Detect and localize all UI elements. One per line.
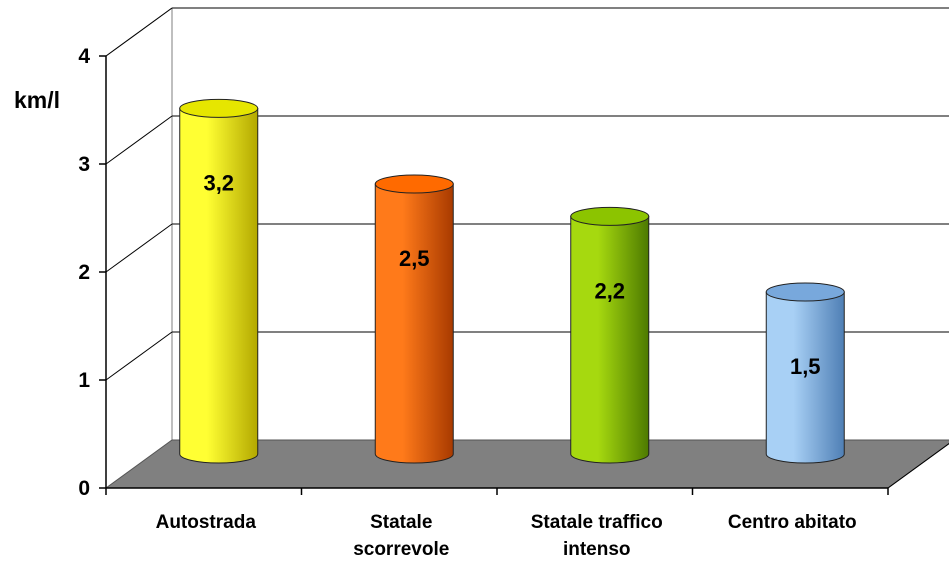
y-tick-label: 0 bbox=[78, 477, 90, 500]
data-label: 3,2 bbox=[203, 170, 234, 195]
x-tick-label: Statale traffico bbox=[531, 512, 663, 533]
y-tick-label: 4 bbox=[78, 45, 90, 68]
bar bbox=[570, 206, 650, 464]
x-tick-label: Centro abitato bbox=[728, 512, 857, 533]
bar-top bbox=[570, 206, 650, 226]
gridline-side bbox=[105, 223, 173, 273]
bar-top bbox=[765, 282, 845, 302]
x-tick-label: intenso bbox=[563, 539, 631, 560]
x-axis-depth-edge bbox=[887, 443, 949, 489]
bar bbox=[374, 174, 454, 464]
bar-top bbox=[179, 98, 259, 118]
x-tick-label: Statale bbox=[370, 512, 432, 533]
gridline-side bbox=[105, 7, 173, 57]
bar bbox=[179, 98, 259, 464]
y-axis-label: km/l bbox=[14, 87, 60, 113]
y-tick-label: 2 bbox=[78, 261, 90, 284]
bar-body bbox=[765, 291, 845, 464]
x-tick-label: scorrevole bbox=[353, 539, 449, 560]
bar bbox=[765, 282, 845, 464]
gridline-side bbox=[105, 115, 173, 165]
data-label: 2,2 bbox=[594, 278, 625, 303]
bar-body bbox=[179, 107, 259, 464]
bar-body bbox=[374, 183, 454, 464]
chart-bars bbox=[179, 98, 845, 464]
chart-axes: 0 1 2 3 4 bbox=[78, 45, 949, 500]
bar-top bbox=[374, 174, 454, 194]
data-label: 1,5 bbox=[790, 354, 821, 379]
y-tick-label: 1 bbox=[78, 369, 90, 392]
data-label: 2,5 bbox=[399, 246, 430, 271]
bar-body bbox=[570, 215, 650, 464]
y-tick-label: 3 bbox=[78, 153, 90, 176]
chart-labels: 3,2 Autostrada 2,5 Statale scorrevole 2,2 Stat… bbox=[156, 170, 857, 560]
gridline-side bbox=[105, 331, 173, 381]
x-tick-label: Autostrada bbox=[156, 512, 257, 533]
